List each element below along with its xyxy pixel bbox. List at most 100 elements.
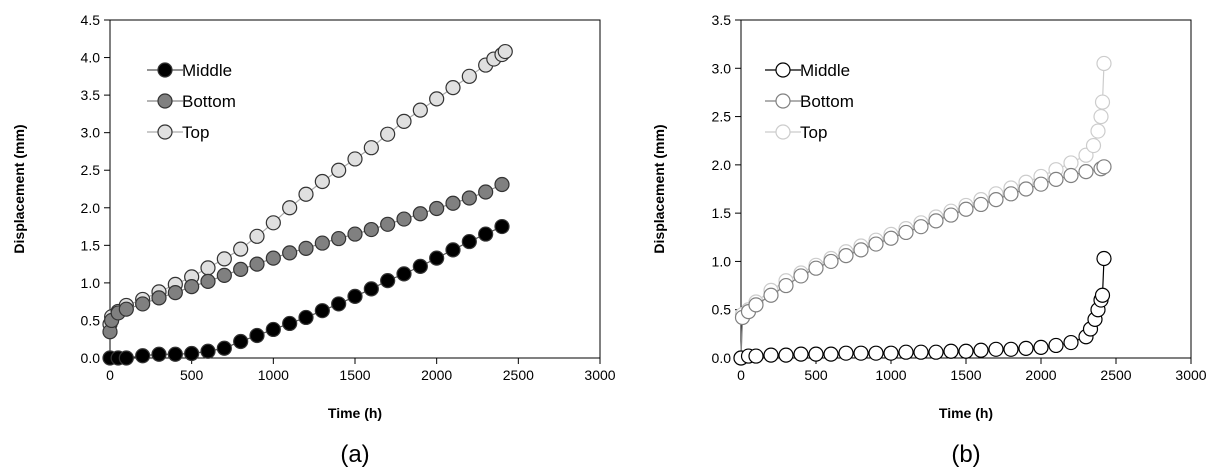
- data-point: [151, 346, 167, 362]
- data-point: [793, 268, 809, 284]
- data-point: [868, 345, 884, 361]
- data-point: [363, 281, 379, 297]
- legend-label: Middle: [182, 61, 232, 80]
- data-point: [429, 250, 445, 266]
- data-point: [216, 340, 232, 356]
- series-bottom: [102, 176, 510, 340]
- data-point: [973, 342, 989, 358]
- y-tick-label: 4.0: [81, 50, 101, 66]
- data-point: [988, 341, 1004, 357]
- data-point: [233, 261, 249, 277]
- data-point: [200, 273, 216, 289]
- legend-item: Middle: [765, 61, 850, 80]
- data-point: [380, 273, 396, 289]
- data-point: [265, 321, 281, 338]
- data-point: [331, 162, 347, 178]
- data-point: [943, 343, 959, 359]
- y-tick-label: 3.5: [712, 12, 732, 28]
- data-point: [898, 344, 914, 360]
- data-point: [808, 260, 824, 276]
- data-point: [1096, 55, 1112, 72]
- data-point: [282, 315, 298, 332]
- data-point: [1078, 164, 1094, 180]
- data-point: [314, 173, 330, 190]
- data-point: [184, 279, 200, 295]
- data-point: [331, 296, 347, 312]
- data-point: [184, 345, 200, 362]
- y-tick-label: 3.5: [81, 87, 101, 103]
- data-point: [282, 200, 298, 216]
- data-point: [478, 226, 494, 242]
- legend-marker: [775, 93, 791, 109]
- y-axis-title: Displacement (mm): [11, 124, 27, 253]
- x-tick-label: 3000: [584, 367, 615, 383]
- x-tick-label: 3000: [1175, 367, 1206, 383]
- series-line: [740, 166, 1105, 359]
- data-point: [494, 218, 510, 235]
- x-tick-label: 1500: [950, 367, 981, 383]
- data-point: [233, 241, 249, 257]
- data-point: [135, 348, 151, 364]
- data-point: [461, 233, 477, 250]
- data-point: [282, 245, 298, 261]
- data-point: [314, 235, 330, 251]
- data-point: [445, 195, 461, 211]
- y-tick-label: 1.0: [712, 253, 732, 269]
- data-point: [958, 343, 974, 359]
- chart-caption: (b): [951, 441, 980, 468]
- data-point: [838, 345, 854, 361]
- y-tick-label: 2.5: [712, 109, 732, 125]
- data-point: [118, 350, 134, 366]
- legend-marker: [775, 124, 791, 140]
- data-point: [151, 290, 167, 306]
- data-point: [380, 126, 396, 142]
- data-point: [249, 327, 265, 344]
- data-point: [233, 333, 249, 350]
- data-point: [135, 296, 151, 312]
- data-point: [943, 207, 959, 223]
- data-point: [913, 219, 929, 235]
- data-point: [412, 206, 428, 222]
- x-axis-title: Time (h): [939, 405, 993, 421]
- data-point: [883, 230, 899, 246]
- data-point: [838, 248, 854, 264]
- legend-marker: [775, 62, 791, 78]
- data-point: [216, 267, 232, 283]
- x-tick-label: 1500: [339, 367, 370, 383]
- data-point: [778, 347, 794, 363]
- data-point: [883, 345, 899, 361]
- data-point: [497, 43, 513, 60]
- data-point: [823, 346, 839, 362]
- data-point: [748, 297, 764, 313]
- data-point: [494, 176, 510, 193]
- data-point: [973, 196, 989, 213]
- data-point: [200, 343, 216, 359]
- legend-item: Bottom: [147, 92, 236, 111]
- data-point: [958, 201, 974, 217]
- data-point: [1003, 341, 1019, 357]
- x-tick-label: 2000: [421, 367, 452, 383]
- y-tick-label: 2.0: [712, 157, 732, 173]
- y-tick-label: 0.0: [712, 350, 732, 366]
- data-point: [445, 242, 461, 258]
- legend-label: Bottom: [800, 92, 854, 111]
- data-point: [1033, 176, 1049, 192]
- data-point: [445, 79, 461, 96]
- data-point: [167, 285, 183, 301]
- data-point: [298, 240, 314, 256]
- data-point: [793, 346, 809, 362]
- data-point: [898, 224, 914, 241]
- y-tick-label: 4.5: [81, 12, 101, 28]
- x-tick-label: 500: [804, 367, 828, 383]
- data-point: [1018, 340, 1034, 356]
- data-point: [823, 253, 839, 270]
- data-point: [396, 211, 412, 227]
- data-point: [1018, 181, 1034, 197]
- legend-item: Top: [765, 123, 827, 142]
- chart-b: 0 500 1000 1500 2000 2500 3000 0.0 0.5 1.0 1.5 2.0 2…: [651, 12, 1207, 468]
- data-point: [461, 68, 477, 84]
- x-tick-label: 0: [106, 367, 114, 383]
- data-point: [1033, 339, 1049, 355]
- data-point: [412, 258, 428, 274]
- data-point: [868, 236, 884, 252]
